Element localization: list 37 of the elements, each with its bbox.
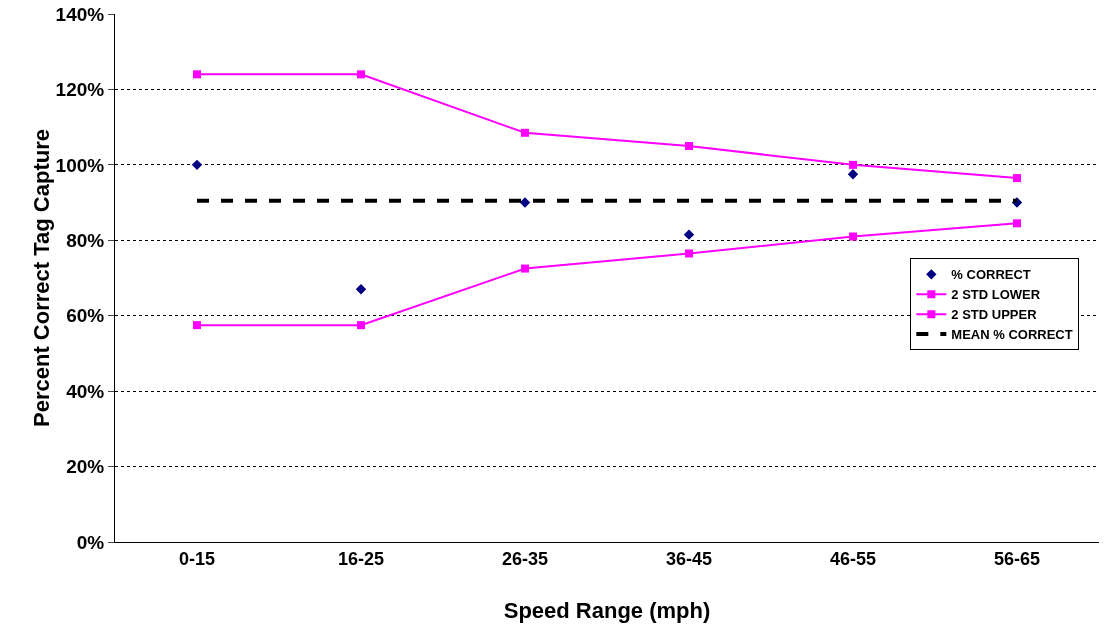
x-tick-label: 56-65 [993, 548, 1041, 569]
y-tick-label: 80% [66, 229, 105, 251]
point [849, 232, 857, 241]
y-tick-label: 120% [55, 79, 105, 101]
point [193, 70, 201, 79]
legend-label: 2 STD UPPER [951, 307, 1038, 323]
point [519, 197, 531, 208]
x-tick-label: 0-15 [178, 548, 216, 569]
point [521, 128, 529, 137]
point [847, 169, 859, 180]
y-tick-label: 40% [66, 380, 105, 402]
point [683, 229, 695, 240]
point [1013, 174, 1021, 183]
y-tick-label: 0% [76, 531, 105, 553]
point [685, 249, 693, 258]
x-tick-label: 26-35 [501, 548, 549, 569]
point [357, 70, 365, 79]
point [191, 159, 203, 171]
point [685, 142, 693, 150]
point [521, 264, 529, 273]
point [357, 321, 365, 330]
point [355, 284, 367, 295]
y-axis-title: Percent Correct Tag Capture [28, 129, 54, 427]
x-tick-label: 36-45 [665, 548, 713, 569]
y-tick-label: 20% [66, 456, 105, 478]
x-tick-label: 16-25 [337, 548, 385, 569]
y-tick-label: 60% [66, 305, 105, 327]
point [849, 160, 857, 169]
x-tick-label: 46-55 [829, 548, 877, 569]
legend-label: MEAN % CORRECT [951, 327, 1073, 343]
point [193, 321, 201, 330]
point [1013, 219, 1021, 228]
legend-label: % CORRECT [951, 267, 1031, 283]
x-axis-title: Speed Range (mph) [503, 598, 711, 623]
y-tick-label: 140% [55, 3, 105, 25]
y-tick-label: 100% [55, 154, 105, 176]
legend-label: 2 STD LOWER [951, 287, 1041, 303]
